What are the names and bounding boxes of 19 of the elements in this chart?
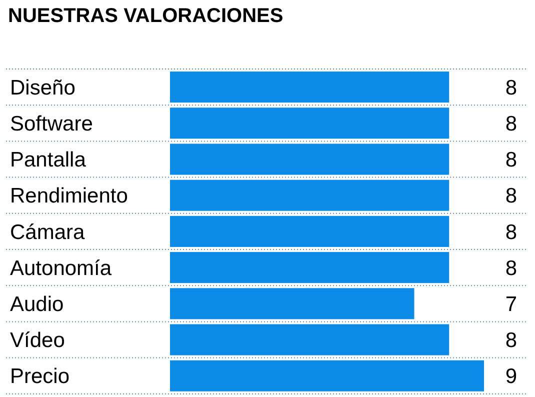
data-label: 8 — [505, 256, 517, 280]
y-tick-label: Rendimiento — [10, 184, 128, 208]
y-tick-label: Vídeo — [10, 329, 65, 352]
data-label: 8 — [505, 148, 517, 172]
data-label: 8 — [505, 112, 517, 136]
y-tick-label: Autonomía — [10, 256, 112, 280]
data-label: 8 — [505, 184, 517, 208]
data-label: 8 — [505, 76, 517, 100]
data-label: 8 — [505, 220, 517, 244]
y-tick-label: Audio — [10, 293, 64, 316]
y-tick-label: Precio — [10, 365, 70, 388]
data-label: 9 — [505, 365, 517, 388]
data-label: 7 — [505, 293, 517, 316]
y-tick-label: Cámara — [10, 220, 86, 244]
y-tick-label: Software — [10, 112, 93, 136]
chart-title: NUESTRAS VALORACIONES — [8, 5, 284, 27]
y-tick-label: Diseño — [10, 76, 76, 100]
data-label: 8 — [505, 329, 517, 352]
y-tick-label: Pantalla — [10, 148, 86, 172]
